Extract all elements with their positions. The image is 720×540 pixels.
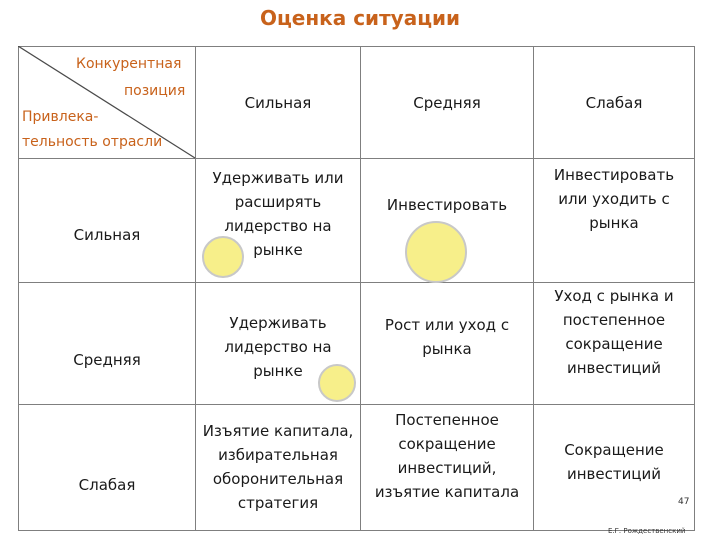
grid-line-left bbox=[18, 46, 19, 531]
grid-line-row1 bbox=[18, 158, 694, 159]
grid-line-row3 bbox=[18, 404, 694, 405]
cell-weak-medium: Постепенное сокращение инвестиций, изъят… bbox=[374, 411, 520, 501]
page-title: Оценка ситуации bbox=[259, 6, 461, 30]
corner-top-label-2: позиция bbox=[124, 83, 186, 99]
position-circle-medium-strong bbox=[318, 364, 356, 402]
corner-top-label-1: Конкурентная bbox=[76, 56, 182, 72]
row-header-medium: Средняя bbox=[73, 351, 141, 369]
position-circle-strong-medium bbox=[405, 221, 467, 283]
row-header-weak: Слабая bbox=[78, 476, 136, 494]
position-circle-strong-strong bbox=[202, 236, 244, 278]
grid-line-right bbox=[694, 46, 695, 531]
cell-medium-strong: Удерживать лидерство на рынке bbox=[224, 314, 332, 380]
corner-diagonal bbox=[18, 46, 196, 159]
cell-strong-strong: Удерживать или расширять лидерство на ры… bbox=[212, 169, 344, 259]
grid-line-col3 bbox=[533, 46, 534, 531]
cell-medium-medium: Рост или уход с рынка bbox=[384, 316, 510, 358]
grid-line-col1 bbox=[195, 46, 196, 531]
column-header-medium: Средняя bbox=[413, 93, 481, 112]
author-credit: Е.Г. Рождественский bbox=[608, 527, 686, 535]
column-header-strong: Сильная bbox=[244, 93, 312, 112]
grid-line-top bbox=[18, 46, 694, 47]
cell-weak-weak: Сокращение инвестиций bbox=[564, 441, 664, 483]
cell-strong-weak: Инвестировать или уходить с рынка bbox=[553, 166, 675, 232]
cell-medium-weak: Уход с рынка и постепенное сокращение ин… bbox=[554, 287, 674, 377]
cell-weak-strong: Изъятие капитала, избирательная оборонит… bbox=[202, 422, 354, 512]
grid-line-col2 bbox=[360, 46, 361, 531]
grid-line-bottom bbox=[18, 530, 694, 531]
column-header-weak: Слабая bbox=[585, 93, 643, 112]
corner-side-label-1: Привлека- bbox=[22, 109, 99, 125]
page-number: 47 bbox=[678, 497, 690, 507]
grid-line-row2 bbox=[18, 282, 694, 283]
corner-side-label-2: тельность отрасли bbox=[22, 134, 163, 150]
cell-strong-medium: Инвестировать bbox=[386, 196, 508, 214]
row-header-strong: Сильная bbox=[73, 226, 141, 244]
